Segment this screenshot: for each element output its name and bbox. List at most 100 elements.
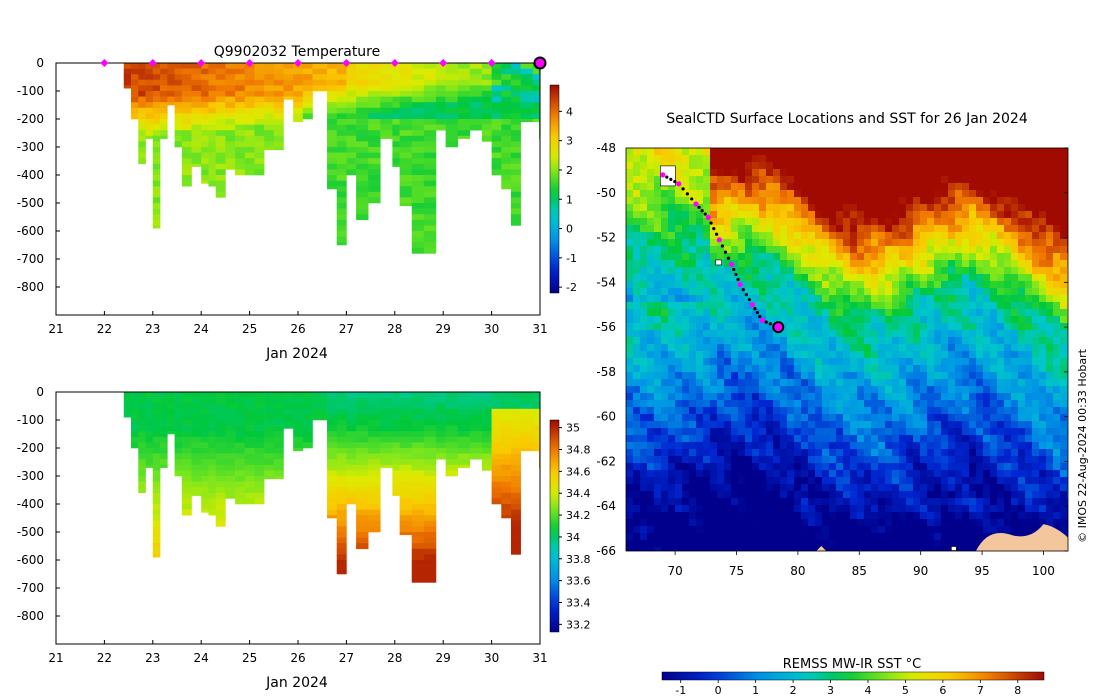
- sst-pixel: [668, 218, 676, 226]
- profile-cell: [215, 180, 226, 187]
- sst-pixel: [885, 393, 893, 401]
- sst-pixel: [801, 442, 809, 450]
- profile-cell: [435, 124, 446, 131]
- sst-pixel: [934, 428, 942, 436]
- profile-cell: [346, 147, 357, 153]
- profile-cell: [283, 425, 294, 429]
- profile-cell: [145, 436, 154, 443]
- sst-pixel: [1046, 414, 1054, 422]
- sst-pixel: [661, 316, 669, 324]
- profile-cell: [336, 481, 347, 488]
- profile-cell: [327, 124, 338, 131]
- sst-pixel: [829, 204, 837, 212]
- sst-pixel: [682, 162, 690, 170]
- profile-cell: [293, 414, 304, 421]
- sst-pixel: [871, 337, 879, 345]
- sst-pixel: [927, 484, 935, 492]
- profile-cell: [491, 124, 502, 131]
- profile-cell: [215, 470, 226, 477]
- sst-pixel: [1004, 379, 1012, 387]
- sst-pixel: [920, 183, 928, 191]
- profile-cell: [399, 163, 413, 170]
- sst-pixel: [1039, 316, 1047, 324]
- profile-cell: [201, 152, 209, 159]
- sst-pixel: [1039, 197, 1047, 205]
- profile-cell: [356, 509, 369, 516]
- sst-pixel: [675, 484, 683, 492]
- sst-pixel: [892, 274, 900, 282]
- sst-pixel: [780, 400, 788, 408]
- sst-pixel: [668, 288, 676, 296]
- profile-cell: [336, 186, 347, 193]
- profile-cell: [327, 130, 338, 137]
- sst-pixel: [906, 463, 914, 471]
- profile-cell: [501, 141, 512, 148]
- sst-pixel: [878, 393, 886, 401]
- sst-pixel: [829, 365, 837, 373]
- sst-pixel: [871, 309, 879, 317]
- sst-pixel: [696, 267, 704, 275]
- profile-cell: [510, 431, 521, 438]
- sst-pixel: [745, 148, 753, 156]
- sst-pixel: [948, 246, 956, 254]
- sst-pixel: [969, 211, 977, 219]
- sst-pixel: [920, 176, 928, 184]
- sst-pixel: [717, 442, 725, 450]
- sst-pixel: [871, 246, 879, 254]
- profile-cell: [327, 68, 338, 75]
- sst-pixel: [780, 225, 788, 233]
- sst-pixel: [640, 211, 648, 219]
- sst-pixel: [836, 358, 844, 366]
- sst-pixel: [1004, 197, 1012, 205]
- sst-pixel: [654, 393, 662, 401]
- profile-cell: [501, 464, 512, 471]
- profile-cell: [336, 242, 347, 246]
- profile-cell: [201, 79, 209, 86]
- sst-pixel: [948, 463, 956, 471]
- sst-pixel: [752, 218, 760, 226]
- profile-cell: [510, 492, 521, 499]
- sst-pixel: [815, 393, 823, 401]
- profile-cell: [273, 408, 284, 415]
- sst-pixel: [962, 155, 970, 163]
- profile-cell: [510, 175, 521, 181]
- sst-pixel: [822, 176, 830, 184]
- sst-pixel: [913, 470, 921, 478]
- sst-pixel: [885, 358, 893, 366]
- sst-pixel: [745, 176, 753, 184]
- profile-cell: [145, 119, 154, 125]
- profile-cell: [435, 74, 446, 81]
- sst-pixel: [696, 330, 704, 338]
- sst-pixel: [1046, 309, 1054, 317]
- profile-cell: [160, 420, 168, 426]
- sst-pixel: [731, 183, 739, 191]
- profile-cell: [167, 397, 175, 404]
- profile-cell: [273, 414, 284, 421]
- profile-cell: [380, 453, 393, 460]
- sst-pixel: [682, 190, 690, 198]
- profile-cell: [167, 63, 175, 69]
- sst-pixel: [913, 253, 921, 261]
- sst-pixel: [843, 316, 851, 324]
- profile-cell: [411, 119, 425, 125]
- sst-pixel: [871, 274, 879, 282]
- sst-pixel: [927, 491, 935, 499]
- sst-pixel: [1046, 183, 1054, 191]
- sst-pixel: [990, 358, 998, 366]
- sst-pixel: [794, 204, 802, 212]
- sst-pixel: [1039, 442, 1047, 450]
- sst-pixel: [864, 239, 872, 247]
- profile-cell: [392, 158, 400, 165]
- sst-pixel: [738, 330, 746, 338]
- sst-pixel: [997, 155, 1005, 163]
- profile-cell: [235, 476, 246, 482]
- sst-pixel: [738, 421, 746, 429]
- sst-pixel: [633, 323, 641, 331]
- profile-cell: [235, 158, 246, 165]
- profile-cell: [491, 425, 502, 432]
- profile-cell: [336, 532, 347, 538]
- profile-cell: [457, 107, 471, 114]
- sst-pixel: [745, 484, 753, 492]
- sst-pixel: [948, 190, 956, 198]
- profile-cell: [145, 102, 154, 109]
